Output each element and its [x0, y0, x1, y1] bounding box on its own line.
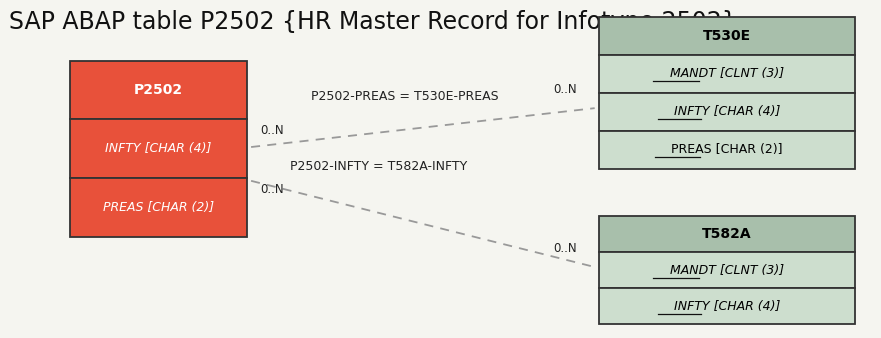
Text: T582A: T582A	[702, 227, 751, 241]
Text: P2502: P2502	[134, 83, 183, 97]
Text: P2502-INFTY = T582A-INFTY: P2502-INFTY = T582A-INFTY	[290, 160, 468, 173]
FancyBboxPatch shape	[599, 288, 855, 324]
Text: T530E: T530E	[703, 29, 751, 43]
Text: 0..N: 0..N	[260, 183, 284, 195]
FancyBboxPatch shape	[599, 55, 855, 93]
Text: 0..N: 0..N	[553, 242, 577, 255]
FancyBboxPatch shape	[599, 216, 855, 252]
Text: MANDT [CLNT (3)]: MANDT [CLNT (3)]	[670, 68, 784, 80]
Text: 0..N: 0..N	[260, 124, 284, 137]
FancyBboxPatch shape	[599, 131, 855, 169]
Text: PREAS [CHAR (2)]: PREAS [CHAR (2)]	[103, 201, 214, 214]
FancyBboxPatch shape	[70, 119, 247, 178]
Text: MANDT [CLNT (3)]: MANDT [CLNT (3)]	[670, 264, 784, 277]
FancyBboxPatch shape	[599, 93, 855, 131]
Text: 0..N: 0..N	[553, 83, 577, 96]
Text: INFTY [CHAR (4)]: INFTY [CHAR (4)]	[674, 105, 780, 118]
Text: INFTY [CHAR (4)]: INFTY [CHAR (4)]	[106, 142, 211, 155]
Text: PREAS [CHAR (2)]: PREAS [CHAR (2)]	[671, 144, 782, 156]
Text: SAP ABAP table P2502 {HR Master Record for Infotype 2502}: SAP ABAP table P2502 {HR Master Record f…	[9, 10, 737, 34]
FancyBboxPatch shape	[70, 61, 247, 119]
Text: INFTY [CHAR (4)]: INFTY [CHAR (4)]	[674, 300, 780, 313]
Text: P2502-PREAS = T530E-PREAS: P2502-PREAS = T530E-PREAS	[312, 90, 499, 103]
FancyBboxPatch shape	[599, 17, 855, 55]
FancyBboxPatch shape	[70, 178, 247, 237]
FancyBboxPatch shape	[599, 252, 855, 288]
